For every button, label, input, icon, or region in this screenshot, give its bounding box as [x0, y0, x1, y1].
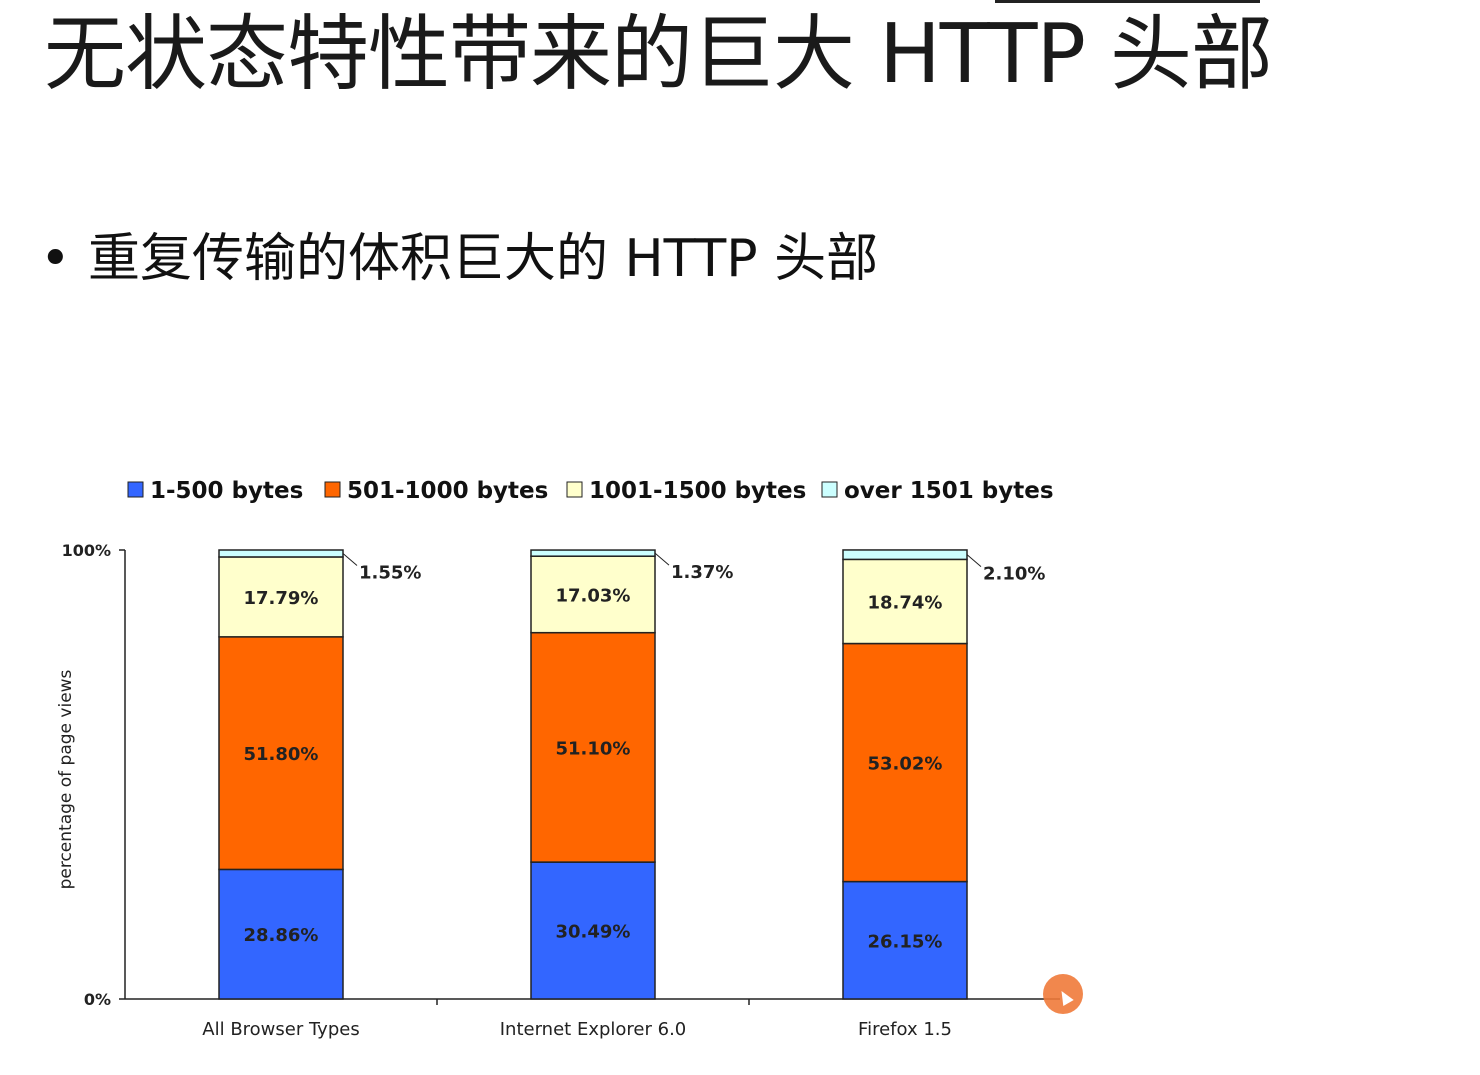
- bar-0-2: [218, 556, 344, 638]
- data-label-2-0: 26.15%: [868, 931, 943, 952]
- data-label-2-1: 53.02%: [868, 754, 943, 775]
- legend-swatch-2: [566, 481, 583, 498]
- legend-swatch-0: [127, 481, 144, 498]
- bar-0-3: [218, 549, 344, 558]
- bar-2-0: [842, 880, 968, 1000]
- category-label-1: Internet Explorer 6.0: [500, 1019, 687, 1040]
- legend-label-0: 1-500 bytes: [150, 478, 303, 504]
- bullet-dot: •: [40, 229, 71, 289]
- category-label-2: Firefox 1.5: [858, 1019, 952, 1040]
- bar-2-3: [842, 549, 968, 561]
- cursor-highlight: [1043, 974, 1083, 1014]
- legend-swatch-1: [324, 481, 341, 498]
- legend-label-1: 501-1000 bytes: [347, 478, 548, 504]
- slide-title: 无状态特性带来的巨大 HTTP 头部: [44, 7, 1273, 102]
- data-label-1-2: 17.03%: [556, 585, 631, 606]
- data-label-2-3: 2.10%: [983, 564, 1045, 585]
- data-label-0-1: 51.80%: [244, 744, 319, 765]
- legend-label-3: over 1501 bytes: [844, 478, 1054, 504]
- bullet-text: 重复传输的体积巨大的 HTTP 头部: [88, 229, 879, 289]
- bar-1-0: [530, 861, 656, 1000]
- data-label-1-0: 30.49%: [556, 922, 631, 943]
- bar-0-0: [218, 868, 344, 1000]
- data-label-2-2: 18.74%: [868, 592, 943, 613]
- leader-line-1: [654, 552, 670, 566]
- data-label-0-2: 17.79%: [244, 588, 319, 609]
- bar-2-2: [842, 558, 968, 645]
- top-rule: [995, 0, 1260, 3]
- data-label-1-3: 1.37%: [671, 562, 733, 583]
- data-label-0-0: 28.86%: [244, 925, 319, 946]
- leader-line-2: [966, 554, 982, 568]
- y-tick-label-0: 0%: [84, 990, 111, 1009]
- legend-swatch-3: [821, 481, 838, 498]
- data-label-1-1: 51.10%: [556, 738, 631, 759]
- bullet-item: • 重复传输的体积巨大的 HTTP 头部: [40, 224, 878, 294]
- data-label-0-3: 1.55%: [359, 562, 421, 583]
- y-axis-label: percentage of page views: [56, 669, 76, 889]
- bar-2-1: [842, 642, 968, 883]
- leader-line-0: [342, 553, 358, 566]
- bar-0-1: [218, 636, 344, 871]
- y-tick-label-100: 100%: [62, 541, 111, 560]
- bar-1-3: [530, 549, 656, 557]
- legend-label-2: 1001-1500 bytes: [589, 478, 806, 504]
- category-label-0: All Browser Types: [202, 1019, 359, 1040]
